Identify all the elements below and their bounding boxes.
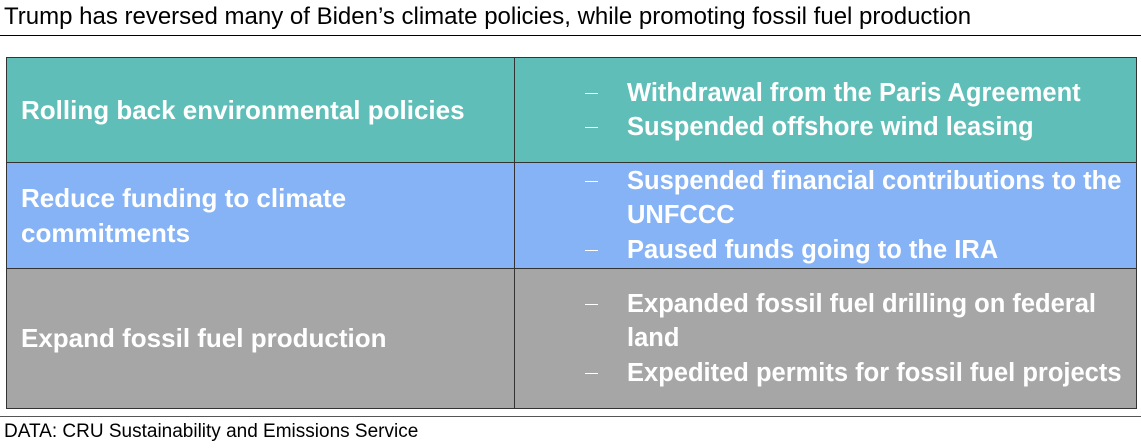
title-rule — [0, 35, 1141, 36]
bullet-dash — [585, 180, 598, 182]
row-items: Suspended financial contributions to the… — [515, 163, 1136, 268]
bullet-dash — [585, 127, 598, 128]
bullet-item: Expanded fossil fuel drilling on federal… — [585, 287, 1128, 356]
table-row: Expand fossil fuel production Expanded fo… — [7, 268, 1136, 408]
table: Rolling back environmental policies Withd… — [6, 57, 1137, 409]
bullet-item: Suspended offshore wind leasing — [585, 110, 1128, 145]
row-label: Expand fossil fuel production — [7, 269, 515, 408]
row-items: Withdrawal from the Paris Agreement Suspe… — [515, 58, 1136, 162]
bullet-item: Expedited permits for fossil fuel projec… — [585, 356, 1128, 391]
bullet-dash — [585, 303, 598, 305]
bullet-dash — [585, 249, 598, 251]
bullet-item: Paused funds going to the IRA — [585, 233, 1128, 268]
row-label: Reduce funding to climate commitments — [7, 163, 515, 268]
bullet-item: Suspended financial contributions to the… — [585, 164, 1128, 233]
title: Trump has reversed many of Biden’s clima… — [4, 3, 972, 30]
row-label: Rolling back environmental policies — [7, 58, 515, 162]
source-rule — [0, 416, 1141, 417]
row-items: Expanded fossil fuel drilling on federal… — [515, 269, 1136, 408]
source: DATA: CRU Sustainability and Emissions S… — [4, 421, 419, 442]
bullet-dash — [585, 372, 598, 374]
table-row: Reduce funding to climate commitments Sus… — [7, 162, 1136, 268]
bullet-item: Withdrawal from the Paris Agreement — [585, 76, 1128, 111]
bullet-dash — [585, 92, 598, 94]
table-row: Rolling back environmental policies Withd… — [7, 58, 1136, 162]
